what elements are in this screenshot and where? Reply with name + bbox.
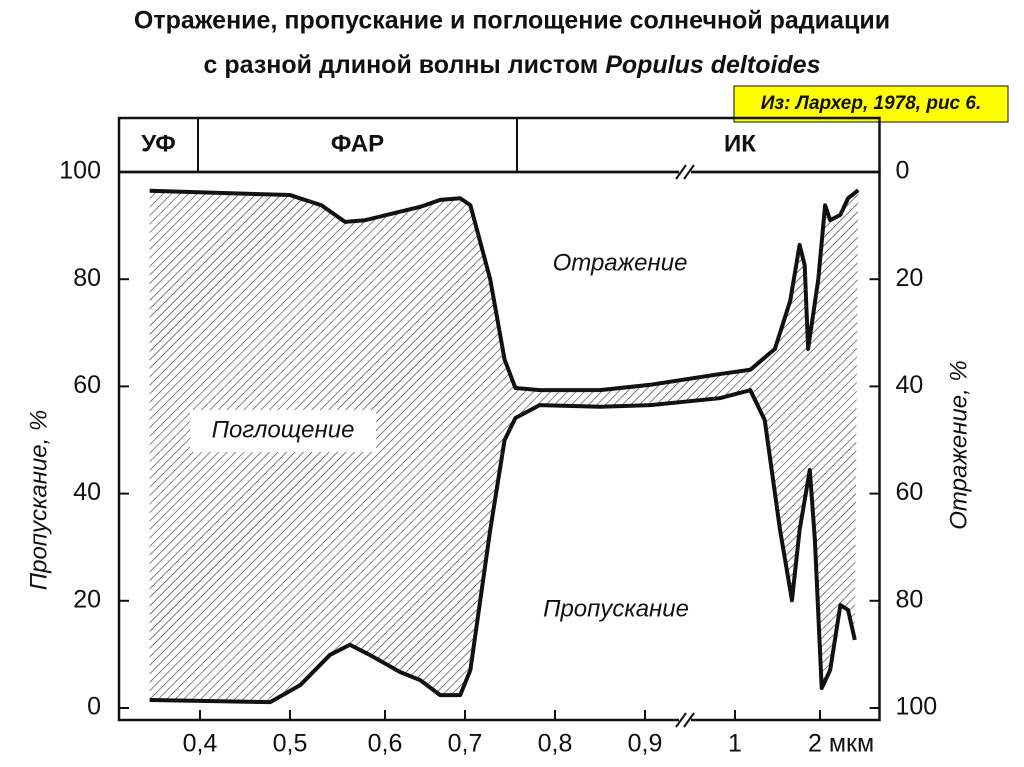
y-axis-label: Пропускание, % xyxy=(25,410,52,591)
y2-tick-label: 40 xyxy=(896,371,924,399)
axis-break-gap xyxy=(679,169,691,175)
y2-tick-label: 80 xyxy=(896,585,924,613)
y-tick-label: 0 xyxy=(87,693,101,721)
x-tick-label: 0,4 xyxy=(183,730,218,758)
x-tick-label: 0,5 xyxy=(273,730,308,758)
species: Populus deltoides xyxy=(605,51,820,79)
x-tick-label: 2 мкм xyxy=(808,730,874,758)
region-header xyxy=(117,116,881,174)
x-tick-label: 0,8 xyxy=(538,730,573,758)
axis-break xyxy=(675,712,687,728)
chart-title: с разной длиной волны листом Populus del… xyxy=(204,51,821,79)
annotation-bg xyxy=(190,410,376,452)
y-tick-label: 80 xyxy=(73,264,101,292)
source: Из: Лархер, 1978, рис 6. xyxy=(761,93,982,114)
axis-break-gap xyxy=(679,717,691,723)
chart-title: Отражение, пропускание и поглощение солн… xyxy=(134,7,890,35)
y-tick-label: 40 xyxy=(73,478,101,506)
title-text: с разной длиной волны листом xyxy=(204,51,599,79)
annotation: Пропускание xyxy=(543,595,689,622)
annotation: Поглощение xyxy=(212,416,355,443)
axis-break xyxy=(683,712,695,728)
region-label: ИК xyxy=(724,130,756,157)
y2-tick-label: 0 xyxy=(896,157,910,185)
y-tick-label: 60 xyxy=(73,371,101,399)
series-line xyxy=(149,188,860,393)
absorption-area xyxy=(149,190,859,703)
y-tick-label: 100 xyxy=(59,157,101,185)
axis-frame xyxy=(117,172,881,722)
x-tick-label: 0,6 xyxy=(368,730,403,758)
x-tick-label: 1 xyxy=(728,730,742,758)
y2-tick-label: 100 xyxy=(896,693,938,721)
region-label: ФАР xyxy=(331,130,384,157)
source-box xyxy=(733,85,1009,123)
y2-axis-label: Отражение, % xyxy=(945,360,972,530)
plot: УФ ФАР ИК 0 20 40 60 80 100 0 20 40 60 80 100 0,4 0,5 0,6… xyxy=(25,116,972,758)
axis-break xyxy=(683,164,695,180)
series-line xyxy=(149,388,857,705)
y2-tick-label: 20 xyxy=(896,264,924,292)
axis-break xyxy=(675,164,687,180)
y-tick-label: 20 xyxy=(73,585,101,613)
x-tick-label: 0,7 xyxy=(448,730,483,758)
x-tick-label: 0,9 xyxy=(628,730,663,758)
region-label: УФ xyxy=(141,130,176,157)
annotation: Отражение xyxy=(553,249,688,276)
y2-tick-label: 60 xyxy=(896,478,924,506)
